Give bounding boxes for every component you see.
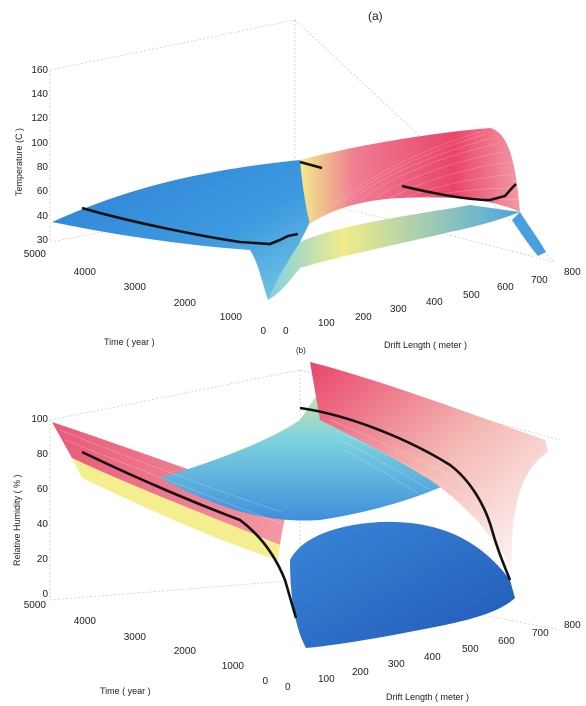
time-axis-label: Time ( year ) [100, 686, 151, 696]
panel-b: (b) [12, 346, 581, 702]
time-tick: 3000 [124, 282, 147, 293]
temperature-surface-tail [512, 212, 546, 256]
temperature-profile-line [81, 206, 299, 246]
drift-tick: 800 [564, 620, 581, 631]
drift-tick: 100 [318, 674, 335, 685]
z-tick: 60 [37, 484, 49, 495]
panel-b-label: (b) [296, 346, 306, 355]
drift-tick: 600 [498, 636, 515, 647]
z-tick: 40 [37, 519, 49, 530]
time-tick: 4000 [74, 616, 97, 627]
panel-b-z-ticks: 100 80 60 40 20 0 [31, 414, 48, 600]
temperature-surface-front [268, 205, 520, 300]
z-tick: 100 [31, 414, 48, 425]
drift-tick: 100 [318, 318, 335, 329]
temperature-surface-right [300, 128, 520, 224]
panel-b-drift-ticks: 0 100 200 300 400 500 600 700 800 [285, 620, 581, 693]
drift-tick: 700 [532, 628, 549, 639]
time-tick: 2000 [174, 298, 197, 309]
drift-tick: 300 [390, 304, 407, 315]
drift-tick: 400 [426, 297, 443, 308]
time-tick: 4000 [74, 267, 97, 278]
panel-a-drift-ticks: 0 100 200 300 400 500 600 700 800 [283, 267, 581, 337]
temperature-profile-line-right [299, 160, 517, 202]
drift-tick: 600 [497, 282, 514, 293]
panel-b-time-ticks: 5000 4000 3000 2000 1000 0 [24, 600, 269, 687]
humidity-surface-bottom [290, 521, 515, 648]
z-tick: 60 [37, 186, 49, 197]
z-tick: 160 [31, 65, 48, 76]
drift-tick: 800 [564, 267, 581, 278]
time-axis-label: Time ( year ) [104, 337, 155, 347]
z-tick: 140 [31, 89, 48, 100]
z-tick: 30 [37, 235, 49, 246]
z-tick: 0 [42, 589, 48, 600]
temperature-axis-label: Temperature (C ) [14, 128, 24, 196]
drift-tick: 300 [388, 659, 405, 670]
time-tick: 2000 [174, 646, 197, 657]
drift-tick: 500 [462, 644, 479, 655]
drift-tick: 0 [285, 682, 291, 693]
time-tick: 3000 [124, 632, 147, 643]
drift-tick: 200 [355, 312, 372, 323]
z-tick: 80 [37, 449, 49, 460]
panel-a-z-ticks: 160 140 120 100 80 60 40 30 [31, 65, 48, 246]
time-tick: 0 [262, 676, 268, 687]
drift-axis-label: Drift Length ( meter ) [386, 692, 469, 702]
panel-a-label: (a) [368, 9, 383, 23]
z-tick: 40 [37, 211, 49, 222]
drift-tick: 0 [283, 326, 289, 337]
z-tick: 120 [31, 113, 48, 124]
z-tick: 20 [37, 554, 49, 565]
panel-a-time-ticks: 5000 4000 3000 2000 1000 0 [24, 249, 267, 337]
humidity-profile-line-left [81, 450, 298, 619]
temperature-surface-left [52, 160, 322, 300]
humidity-profile-line-right [299, 406, 512, 581]
time-tick: 1000 [222, 661, 245, 672]
drift-tick: 700 [531, 275, 548, 286]
humidity-surface [52, 362, 548, 648]
time-tick: 5000 [24, 600, 47, 611]
humidity-axis-label: Relative Humidity ( % ) [12, 474, 22, 566]
z-tick: 80 [37, 162, 49, 173]
panel-a: (a) [14, 9, 581, 350]
time-tick: 5000 [24, 249, 47, 260]
humidity-surface-left-band [72, 458, 280, 560]
time-tick: 1000 [220, 312, 243, 323]
z-tick: 100 [31, 138, 48, 149]
drift-tick: 500 [463, 290, 480, 301]
drift-tick: 400 [424, 652, 441, 663]
drift-axis-label: Drift Length ( meter ) [384, 340, 467, 350]
drift-tick: 200 [352, 667, 369, 678]
time-tick: 0 [260, 326, 266, 337]
temperature-surface [52, 128, 546, 300]
